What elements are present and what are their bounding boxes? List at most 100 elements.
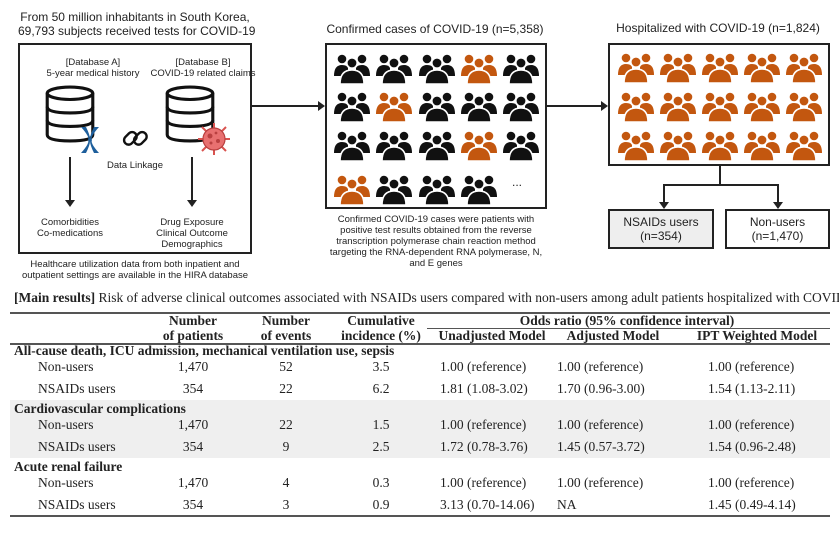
db-a-desc: 5-year medical history	[46, 68, 140, 79]
table-top-rule	[10, 312, 830, 314]
link-icon	[122, 130, 148, 146]
people-icon-black	[376, 173, 412, 205]
confirmed-caption-line: transcription polymerase chain reaction …	[336, 236, 536, 247]
people-icon-orange	[660, 129, 696, 161]
split-bar	[663, 184, 778, 186]
people-icon-orange	[786, 90, 822, 122]
row-label: Non-users	[38, 359, 94, 374]
events-cell: 52	[279, 359, 293, 374]
people-icon-orange	[744, 90, 780, 122]
people-icon-black	[376, 52, 412, 84]
incidence-cell: 1.5	[372, 417, 390, 432]
incidence-cell: 0.3	[372, 475, 390, 490]
patients-cell: 1,470	[177, 359, 209, 374]
hdr-incidence-2: incidence (%)	[341, 328, 421, 343]
arrow-to-hospitalized-head	[601, 101, 608, 111]
people-icon-orange	[618, 90, 654, 122]
patients-cell: 354	[182, 497, 204, 512]
people-icon-orange	[376, 90, 412, 122]
incidence-cell: 3.5	[372, 359, 390, 374]
incidence-cell: 2.5	[372, 439, 390, 454]
ipt-cell: 1.54 (1.13-2.11)	[708, 381, 796, 396]
people-icon-orange	[744, 51, 780, 83]
patients-cell: 1,470	[177, 475, 209, 490]
unadjusted-cell: 1.00 (reference)	[440, 475, 527, 490]
events-cell: 22	[279, 381, 293, 396]
hdr-unadjusted: Unadjusted Model	[438, 328, 546, 343]
arrow-a-head	[65, 200, 75, 207]
ipt-cell: 1.00 (reference)	[708, 475, 795, 490]
chromosome-icon	[81, 127, 99, 153]
clinical-outcome: Clinical Outcome	[156, 228, 228, 239]
arrow-to-hospitalized-line	[547, 105, 602, 107]
people-icon-orange	[618, 51, 654, 83]
ipt-cell: 1.54 (0.96-2.48)	[708, 439, 796, 454]
adjusted-cell: 1.70 (0.96-3.00)	[557, 381, 645, 396]
people-icon-black	[334, 52, 370, 84]
patients-cell: 354	[182, 381, 204, 396]
events-cell: 9	[282, 439, 290, 454]
people-icon-black	[503, 90, 539, 122]
events-cell: 3	[282, 497, 290, 512]
header-rule	[10, 343, 830, 345]
split-right-head	[773, 202, 783, 209]
arrow-to-confirmed-head	[318, 101, 325, 111]
drug-exposure: Drug Exposure	[160, 217, 224, 228]
people-icon-orange	[786, 129, 822, 161]
split-right	[777, 184, 779, 204]
hospitalized-title: Hospitalized with COVID-19 (n=1,824)	[616, 21, 820, 35]
left-title-line1: From 50 million inhabitants in South Kor…	[20, 10, 250, 24]
data-sources-box: [Database A] 5-year medical history [Dat…	[18, 43, 256, 254]
nsaids-label: NSAIDs users	[623, 215, 699, 229]
people-icon-black	[503, 129, 539, 161]
table-bottom-rule	[10, 515, 830, 517]
people-icon-orange	[461, 52, 497, 84]
row-label: Non-users	[38, 417, 94, 432]
people-icon-black	[461, 173, 497, 205]
ipt-cell: 1.45 (0.49-4.14)	[708, 497, 796, 512]
co-medications: Co-medications	[37, 228, 103, 239]
arrow-to-confirmed-line	[252, 105, 318, 107]
confirmed-caption-line: Confirmed COVID-19 cases were patients w…	[337, 214, 535, 225]
db-a-label: [Database A]	[65, 57, 121, 68]
people-icon-black	[419, 52, 455, 84]
people-icon-orange	[744, 129, 780, 161]
nsaids-users-box: NSAIDs users (n=354)	[608, 209, 714, 249]
unadjusted-cell: 1.00 (reference)	[440, 359, 527, 374]
unadjusted-cell: 3.13 (0.70-14.06)	[440, 497, 535, 512]
arrow-b-head	[187, 200, 197, 207]
events-cell: 4	[282, 475, 290, 490]
hdr-patients-2: of patients	[162, 328, 224, 343]
ipt-cell: 1.00 (reference)	[708, 359, 795, 374]
hdr-odds-ratio: Odds ratio (95% confidence interval)	[519, 313, 735, 328]
people-icon-black	[461, 90, 497, 122]
adjusted-cell: NA	[557, 497, 577, 512]
people-icon-black	[334, 90, 370, 122]
adjusted-cell: 1.45 (0.57-3.72)	[557, 439, 645, 454]
people-icon-orange	[786, 51, 822, 83]
confirmed-caption-line: positive test results obtained from the …	[340, 225, 532, 236]
people-icon-orange	[618, 129, 654, 161]
confirmed-cases-box: ...	[325, 43, 547, 209]
group-title: Acute renal failure	[14, 459, 123, 474]
results-caption-text: Risk of adverse clinical outcomes associ…	[95, 290, 839, 305]
arrow-b-line	[191, 157, 193, 202]
split-left-head	[659, 202, 669, 209]
group-title: Cardiovascular complications	[14, 401, 186, 416]
people-icon-black	[419, 129, 455, 161]
hdr-adjusted: Adjusted Model	[566, 328, 660, 343]
odds-ratio-underline	[427, 328, 830, 329]
people-icon-orange	[702, 129, 738, 161]
row-label: NSAIDs users	[38, 439, 116, 454]
people-icon-black	[419, 173, 455, 205]
unadjusted-cell: 1.00 (reference)	[440, 417, 527, 432]
patients-cell: 1,470	[177, 417, 209, 432]
hospitalized-box	[608, 43, 830, 166]
confirmed-caption-line: targeting the RNA-dependent RNA polymera…	[329, 247, 543, 258]
adjusted-cell: 1.00 (reference)	[557, 417, 644, 432]
results-caption: [Main results] Risk of adverse clinical …	[14, 290, 839, 306]
people-icon-orange	[702, 90, 738, 122]
db-b-desc: COVID-19 related claims	[150, 68, 256, 79]
hdr-patients-1: Number	[169, 313, 217, 328]
